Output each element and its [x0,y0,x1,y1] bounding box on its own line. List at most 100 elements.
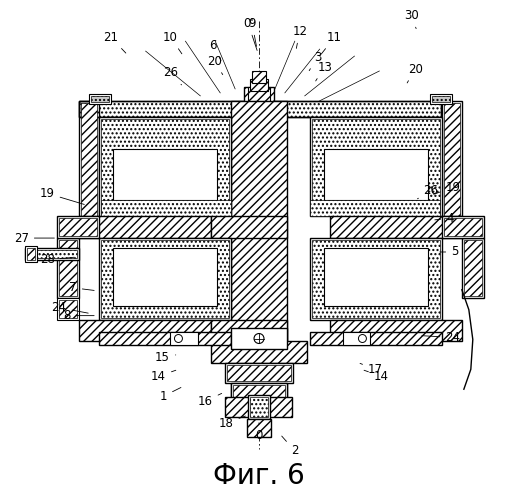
Bar [324,148,428,201]
Text: 14: 14 [151,370,176,383]
Bar [113,248,217,306]
Text: 17: 17 [360,363,383,376]
Bar [59,218,97,236]
Bar [248,87,270,101]
Bar [324,248,428,306]
Bar [462,238,484,298]
Text: 18: 18 [218,416,245,430]
Bar [244,87,274,117]
Circle shape [174,334,183,342]
Bar [442,101,462,220]
Bar [312,118,440,214]
Text: 0': 0' [243,17,257,50]
Bar [79,101,99,220]
Bar [81,103,97,218]
Text: 24: 24 [51,301,88,314]
Bar [233,385,285,397]
Text: 4: 4 [435,212,454,224]
Text: 30: 30 [404,9,418,29]
Bar [57,238,79,298]
Bar [231,384,287,399]
Bar [252,71,266,83]
Bar [211,342,307,363]
Text: 11: 11 [321,30,342,54]
Bar [330,320,462,342]
Bar [79,101,441,116]
Bar [250,79,268,91]
Text: 5: 5 [440,246,459,258]
Bar [91,96,109,102]
Bar [28,248,35,260]
Bar [464,240,482,296]
Text: 28: 28 [40,254,74,266]
Text: Фиг. 6: Фиг. 6 [213,462,305,489]
Bar [231,101,287,399]
Bar [79,216,211,238]
Bar [211,216,287,238]
Bar [343,332,371,345]
Bar [310,116,442,216]
Bar [28,250,77,258]
Text: 8: 8 [63,309,94,322]
Text: 19: 19 [434,181,460,194]
Bar [310,238,442,320]
Text: 16: 16 [198,394,222,407]
Bar [267,397,292,417]
Bar [101,240,229,318]
Text: 0: 0 [255,423,263,442]
Bar [330,216,462,238]
Text: 6: 6 [210,38,221,60]
Text: 26: 26 [163,66,182,85]
Bar [231,328,287,349]
Text: 14: 14 [364,370,389,383]
Bar [99,332,231,345]
Bar [99,116,231,216]
Text: 9: 9 [248,17,256,46]
Bar [25,248,79,260]
Bar [99,238,231,320]
Text: 7: 7 [70,282,94,294]
Bar [250,397,268,417]
Bar [59,240,77,296]
Bar [57,216,99,238]
Text: 1: 1 [160,388,181,402]
Bar [247,419,271,437]
Text: 15: 15 [155,351,176,364]
Bar [89,94,111,104]
Bar [248,395,270,419]
Bar [79,320,211,342]
Bar [444,218,482,236]
Circle shape [254,334,264,344]
Bar [101,118,229,214]
Bar [79,101,441,116]
Bar [225,364,293,384]
Text: 20: 20 [407,62,422,83]
Bar [310,332,442,345]
Bar [444,103,460,218]
Text: 12: 12 [292,24,307,48]
Bar [25,246,37,262]
Text: 20: 20 [207,54,223,74]
Text: 3: 3 [309,50,321,70]
Bar [430,94,452,104]
Bar [227,366,291,382]
Bar [59,300,77,318]
Text: 19: 19 [39,187,84,204]
Bar [101,200,231,216]
Text: 10: 10 [163,30,182,54]
Text: 21: 21 [103,30,126,53]
Text: 2: 2 [282,436,298,458]
Bar [211,320,287,342]
Bar [225,397,250,417]
Text: 24: 24 [422,331,460,344]
Text: 26: 26 [417,184,439,199]
Bar [432,96,450,102]
Bar [310,200,440,216]
Text: 13: 13 [316,60,332,81]
Bar [312,240,440,318]
Bar [57,298,79,320]
Bar [113,148,217,201]
Bar [442,216,484,238]
Bar [171,332,198,345]
Circle shape [359,334,366,342]
